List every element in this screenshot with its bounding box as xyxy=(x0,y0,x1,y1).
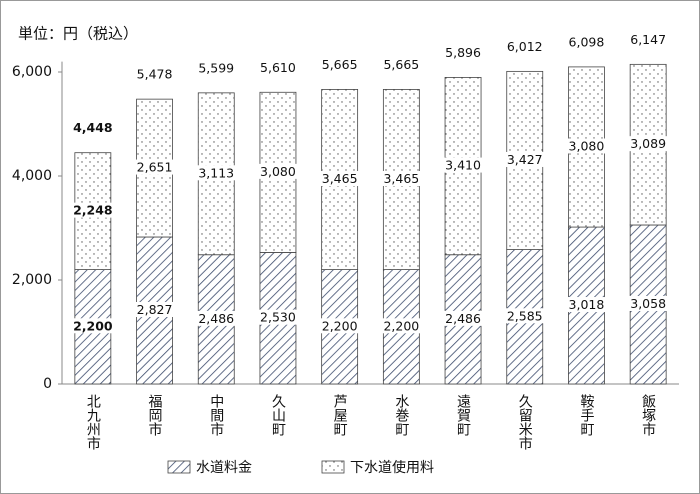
value-label: 3,018 xyxy=(569,297,605,312)
total-label: 5,896 xyxy=(445,45,481,60)
total-label: 5,610 xyxy=(260,60,296,75)
legend-label: 下水道使用料 xyxy=(350,459,434,476)
x-tick-label: 福岡市 xyxy=(147,394,163,436)
x-tick-label: 北九州市 xyxy=(85,394,101,450)
x-tick-label: 水巻町 xyxy=(393,394,409,436)
value-label: 2,827 xyxy=(137,302,173,317)
total-label: 5,599 xyxy=(198,60,234,75)
total-label: 6,147 xyxy=(630,32,666,47)
value-label: 3,465 xyxy=(322,171,358,186)
unit-label: 単位：円（税込） xyxy=(18,25,138,43)
value-label: 3,058 xyxy=(630,296,666,311)
x-tick-label: 遠賀町 xyxy=(455,394,471,436)
total-label: 6,012 xyxy=(507,39,543,54)
value-label: 2,530 xyxy=(260,310,296,325)
label-bg xyxy=(134,301,175,317)
label-bg xyxy=(504,308,545,324)
label-bg xyxy=(319,318,360,334)
x-tick-label: 久山町 xyxy=(270,394,286,436)
value-label: 3,089 xyxy=(630,136,666,151)
value-label: 2,486 xyxy=(445,311,481,326)
x-tick-label: 芦屋町 xyxy=(332,394,348,436)
label-bg xyxy=(566,138,607,154)
value-label: 3,465 xyxy=(383,171,419,186)
total-label: 5,478 xyxy=(137,67,173,82)
label-bg xyxy=(258,163,298,179)
label-bg xyxy=(319,171,360,187)
value-label: 3,080 xyxy=(569,138,605,153)
label-bg xyxy=(71,202,115,218)
label-bg xyxy=(381,171,422,187)
value-label: 3,410 xyxy=(445,158,481,173)
label-bg xyxy=(566,297,607,313)
value-label: 2,200 xyxy=(73,318,113,333)
legend-swatch xyxy=(321,460,345,474)
y-tick-label: 4,000 xyxy=(12,168,52,184)
value-label: 2,200 xyxy=(322,318,358,333)
y-tick-label: 0 xyxy=(43,376,52,392)
legend-label: 水道料金 xyxy=(196,460,252,476)
label-bg xyxy=(71,318,115,334)
legend-swatch xyxy=(167,460,191,474)
label-bg xyxy=(504,151,545,167)
x-tick-label: 中間市 xyxy=(208,394,224,436)
label-bg xyxy=(196,310,237,326)
total-label: 4,448 xyxy=(73,120,113,135)
label-bg xyxy=(381,318,422,334)
value-label: 2,651 xyxy=(137,160,173,175)
y-tick-label: 2,000 xyxy=(12,272,52,288)
value-label: 2,585 xyxy=(507,308,543,323)
value-label: 2,248 xyxy=(73,203,113,218)
label-bg xyxy=(443,157,483,173)
total-label: 6,098 xyxy=(569,34,605,49)
label-bg xyxy=(628,295,669,311)
x-tick-label: 飯塚市 xyxy=(640,393,656,436)
value-label: 2,200 xyxy=(383,318,419,333)
value-label: 3,113 xyxy=(198,165,234,180)
value-label: 3,427 xyxy=(507,152,543,167)
value-label: 2,486 xyxy=(198,311,234,326)
label-bg xyxy=(443,310,483,326)
x-tick-label: 久留米市 xyxy=(517,394,533,450)
value-label: 3,080 xyxy=(260,164,296,179)
label-bg xyxy=(196,165,237,181)
label-bg xyxy=(258,309,298,325)
y-tick-label: 6,000 xyxy=(12,64,52,80)
label-bg xyxy=(134,159,175,175)
label-bg xyxy=(628,136,669,152)
total-label: 5,665 xyxy=(383,57,419,72)
total-label: 5,665 xyxy=(322,57,358,72)
x-tick-label: 鞍手町 xyxy=(578,394,594,436)
